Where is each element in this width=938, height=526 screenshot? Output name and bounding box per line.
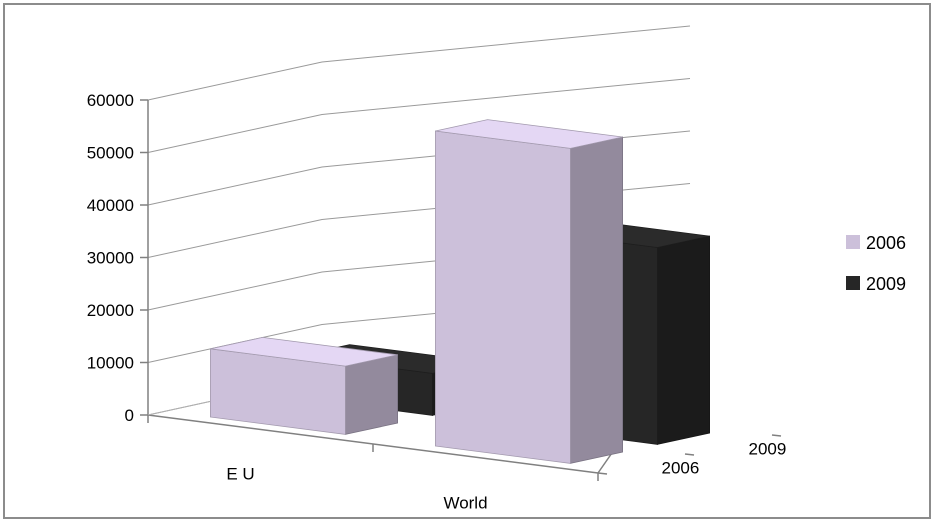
depth-tick-mark xyxy=(771,434,782,437)
bar-front xyxy=(434,130,571,464)
gridline xyxy=(147,25,691,101)
bar xyxy=(434,119,623,464)
depth-tick-mark xyxy=(684,453,695,456)
gridline xyxy=(147,78,691,153)
y-tick-label: 40000 xyxy=(87,196,134,215)
depth-axis-label: 2009 xyxy=(749,440,787,459)
y-tick-label: 60000 xyxy=(87,91,134,110)
legend-swatch xyxy=(846,235,860,249)
legend-swatch xyxy=(846,276,860,290)
axis-labels: 0 10000 20000 30000 40000 50000 60000 E U World 2… xyxy=(87,91,787,513)
bar-top xyxy=(435,119,623,149)
y-tick-label: 20000 xyxy=(87,301,134,320)
bar-side xyxy=(344,354,399,435)
legend-label: 2009 xyxy=(866,274,906,294)
x-category-label: World xyxy=(443,494,487,513)
legend: 2006 2009 xyxy=(846,233,906,294)
depth-tick-mark xyxy=(597,472,608,475)
depth-axis-label: 2006 xyxy=(662,459,700,478)
bar-side xyxy=(657,235,710,445)
bar-side xyxy=(570,136,623,464)
legend-label: 2006 xyxy=(866,233,906,253)
y-tick-label: 10000 xyxy=(87,354,134,373)
x-category-label: E U xyxy=(226,465,254,484)
bar-top xyxy=(210,336,398,367)
y-tick-label: 0 xyxy=(125,406,134,425)
bar xyxy=(209,336,399,435)
y-tick-label: 50000 xyxy=(87,144,134,163)
bars xyxy=(209,119,710,464)
y-tick-label: 30000 xyxy=(87,249,134,268)
